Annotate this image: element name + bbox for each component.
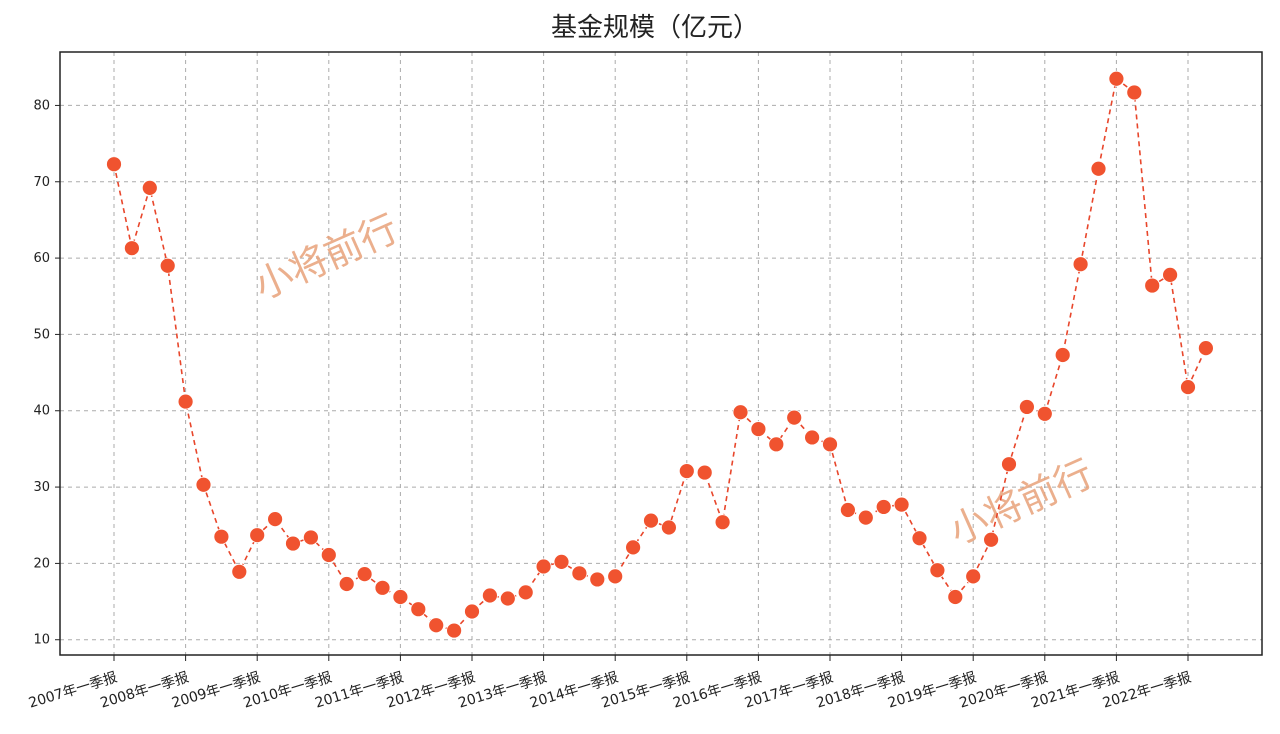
y-tick-label: 40 xyxy=(33,404,50,419)
data-point xyxy=(285,535,301,552)
data-point xyxy=(643,512,659,529)
data-point xyxy=(338,576,355,592)
data-point xyxy=(1036,405,1053,422)
data-point xyxy=(1072,256,1089,273)
chart-title: 基金规模（亿元） xyxy=(551,13,759,43)
series-line xyxy=(113,77,1207,632)
data-point xyxy=(374,579,391,596)
data-point xyxy=(965,568,982,585)
data-point xyxy=(947,589,964,605)
data-point xyxy=(804,429,820,446)
data-point xyxy=(714,514,731,531)
data-point xyxy=(481,587,498,604)
data-point xyxy=(696,464,713,481)
watermarks: 小将前行 小将前行 xyxy=(248,206,1100,553)
data-point xyxy=(302,529,319,546)
data-point xyxy=(464,603,480,620)
data-point xyxy=(249,527,266,544)
data-point xyxy=(213,528,230,545)
data-point xyxy=(929,562,946,579)
data-point xyxy=(1001,456,1017,473)
y-tick-label: 10 xyxy=(33,633,50,648)
data-point xyxy=(911,530,928,547)
data-point xyxy=(177,393,194,410)
data-point xyxy=(1126,84,1143,101)
y-tick-label: 30 xyxy=(33,480,50,495)
data-point xyxy=(320,547,337,563)
data-point xyxy=(589,571,606,588)
data-point xyxy=(840,502,856,518)
y-tick-label: 50 xyxy=(33,327,50,342)
data-point xyxy=(983,531,999,548)
y-tick-label: 70 xyxy=(33,175,50,190)
data-point xyxy=(857,509,874,526)
data-point xyxy=(822,436,838,453)
data-point xyxy=(141,179,158,196)
plot-frame xyxy=(59,51,1263,656)
data-point xyxy=(625,539,641,556)
data-point xyxy=(356,566,373,582)
data-point xyxy=(1108,70,1125,87)
data-point xyxy=(1180,379,1196,395)
data-point xyxy=(392,589,409,605)
data-point xyxy=(661,519,677,536)
y-tick-label: 80 xyxy=(33,98,50,113)
data-point xyxy=(535,558,552,575)
data-point xyxy=(1144,277,1161,294)
data-point xyxy=(732,404,749,421)
data-point xyxy=(1198,340,1214,357)
watermark-text: 小将前行 xyxy=(248,206,405,308)
data-point xyxy=(786,409,803,426)
series xyxy=(106,70,1214,639)
data-point xyxy=(1162,266,1178,283)
data-point xyxy=(106,156,122,173)
data-point xyxy=(893,496,910,513)
data-point xyxy=(159,257,176,274)
data-point xyxy=(1090,160,1107,177)
data-point xyxy=(1019,399,1035,415)
data-point xyxy=(428,617,445,634)
y-tick-label: 20 xyxy=(33,556,50,571)
data-point xyxy=(267,511,284,528)
data-point xyxy=(123,240,140,257)
data-point xyxy=(1054,347,1071,363)
y-tick-label: 60 xyxy=(33,251,50,266)
data-point xyxy=(231,563,248,580)
watermark-text: 小将前行 xyxy=(943,451,1100,553)
axes: 10203040506070802007年一季报2008年一季报2009年一季报… xyxy=(27,51,1263,712)
grid xyxy=(60,52,1262,655)
data-point xyxy=(750,421,767,437)
data-point xyxy=(768,436,785,453)
data-point xyxy=(553,553,570,570)
data-point xyxy=(571,565,588,582)
data-point xyxy=(446,622,463,639)
data-point xyxy=(410,601,427,618)
data-point xyxy=(499,590,516,607)
data-point xyxy=(875,499,892,515)
data-point xyxy=(517,584,534,601)
data-point xyxy=(195,476,212,493)
data-point xyxy=(607,568,624,585)
data-point xyxy=(678,463,695,479)
